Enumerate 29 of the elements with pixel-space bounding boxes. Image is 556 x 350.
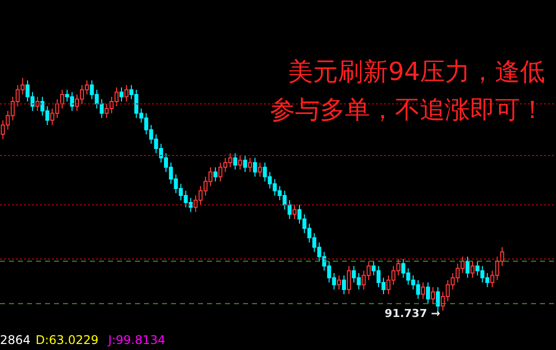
candlestick — [100, 98, 104, 118]
candlestick — [60, 89, 64, 110]
candlestick — [466, 256, 470, 278]
candlestick — [292, 204, 297, 220]
candlestick — [238, 155, 242, 170]
candlestick — [258, 162, 262, 178]
candlestick — [288, 200, 292, 220]
candlestick — [421, 282, 426, 300]
text: J:99.8134 — [107, 333, 166, 347]
candlestick — [213, 166, 218, 182]
candlestick — [470, 260, 474, 278]
candlestick — [248, 157, 252, 172]
candlestick — [35, 96, 40, 112]
candlestick — [243, 155, 248, 172]
annotation: 参与多单，不追涨即可！ — [270, 95, 545, 124]
candlestick — [337, 274, 342, 290]
candlestick — [252, 157, 257, 178]
annotation: 91.737 → — [384, 307, 440, 320]
text: D:63.0229 — [36, 333, 99, 347]
candlestick — [124, 84, 128, 102]
candlestick — [119, 86, 124, 102]
candlestick — [346, 266, 351, 295]
candlestick — [342, 274, 346, 295]
candlestick — [430, 286, 435, 304]
text: 2864 — [0, 333, 31, 347]
candlestick — [233, 152, 238, 170]
annotation: 美元刷新94压力，逢低 — [288, 57, 545, 86]
candlestick — [426, 282, 430, 304]
candlestick — [500, 246, 504, 266]
